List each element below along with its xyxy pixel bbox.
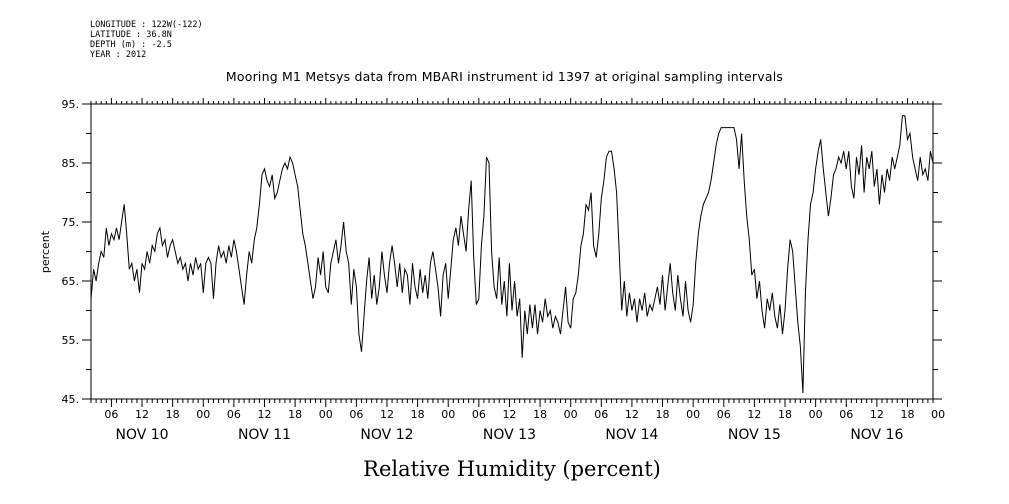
x-tick-label: 00 bbox=[931, 408, 945, 421]
x-tick-label: 06 bbox=[839, 408, 853, 421]
day-label: NOV 14 bbox=[605, 427, 658, 443]
x-tick-label: 12 bbox=[258, 408, 272, 421]
x-tick-label: 18 bbox=[778, 408, 792, 421]
chart-title: Mooring M1 Metsys data from MBARI instru… bbox=[225, 69, 784, 84]
y-tick-label: 75. bbox=[62, 216, 80, 229]
day-label: NOV 10 bbox=[115, 427, 168, 443]
meta-longitude: LONGITUDE : 122W(-122) bbox=[90, 20, 203, 30]
y-ticks-right bbox=[933, 103, 942, 400]
day-label: NOV 12 bbox=[360, 427, 413, 443]
x-tick-label: 18 bbox=[533, 408, 547, 421]
day-label: NOV 13 bbox=[483, 427, 536, 443]
meta-year: YEAR : 2012 bbox=[90, 50, 147, 60]
x-tick-label: 00 bbox=[564, 408, 578, 421]
x-tick-label: 06 bbox=[472, 408, 486, 421]
meta-latitude: LATITUDE : 36.8N bbox=[90, 30, 172, 40]
y-tick-label: 45. bbox=[62, 393, 80, 406]
x-ticks-top bbox=[90, 98, 934, 104]
day-label: NOV 15 bbox=[728, 427, 781, 443]
y-tick-label: 55. bbox=[62, 334, 80, 347]
x-tick-label: 12 bbox=[380, 408, 394, 421]
meta-depth: DEPTH (m) : -2.5 bbox=[90, 40, 172, 50]
y-tick-label: 65. bbox=[62, 275, 80, 288]
x-tick-label: 12 bbox=[625, 408, 639, 421]
y-tick-labels: 45. 55. 65. 75. 85. 95. bbox=[62, 98, 80, 406]
x-tick-label: 06 bbox=[349, 408, 363, 421]
humidity-series-line bbox=[90, 115, 934, 394]
x-tick-label: 18 bbox=[288, 408, 302, 421]
day-label: NOV 16 bbox=[850, 427, 903, 443]
x-ticks-bottom bbox=[90, 399, 934, 407]
x-tick-label: 12 bbox=[135, 408, 149, 421]
x-axis-label: Relative Humidity (percent) bbox=[363, 457, 661, 481]
x-tick-label: 00 bbox=[441, 408, 455, 421]
x-tick-label: 12 bbox=[870, 408, 884, 421]
x-tick-label: 00 bbox=[319, 408, 333, 421]
day-labels: NOV 10 NOV 11 NOV 12 NOV 13 NOV 14 NOV 15 NOV … bbox=[115, 427, 903, 443]
x-tick-label: 18 bbox=[656, 408, 670, 421]
x-tick-label: 12 bbox=[502, 408, 516, 421]
x-tick-label: 00 bbox=[686, 408, 700, 421]
y-tick-label: 95. bbox=[62, 98, 80, 111]
x-tick-label: 06 bbox=[594, 408, 608, 421]
x-tick-label: 12 bbox=[747, 408, 761, 421]
x-tick-label: 18 bbox=[900, 408, 914, 421]
metadata-block: LONGITUDE : 122W(-122) LATITUDE : 36.8N … bbox=[90, 20, 203, 60]
x-tick-label: 06 bbox=[717, 408, 731, 421]
day-label: NOV 11 bbox=[238, 427, 291, 443]
x-tick-label: 18 bbox=[411, 408, 425, 421]
y-tick-label: 85. bbox=[62, 157, 80, 170]
x-tick-label: 06 bbox=[104, 408, 118, 421]
x-tick-label: 00 bbox=[809, 408, 823, 421]
y-ticks-left bbox=[82, 103, 91, 400]
x-tick-label: 06 bbox=[227, 408, 241, 421]
x-tick-label: 18 bbox=[166, 408, 180, 421]
y-axis-label: percent bbox=[39, 230, 52, 273]
x-tick-labels: 06 12 18 00 06 12 18 00 06 12 18 00 06 12 18 00 06 12 18 00… bbox=[104, 408, 945, 421]
x-tick-label: 00 bbox=[196, 408, 210, 421]
